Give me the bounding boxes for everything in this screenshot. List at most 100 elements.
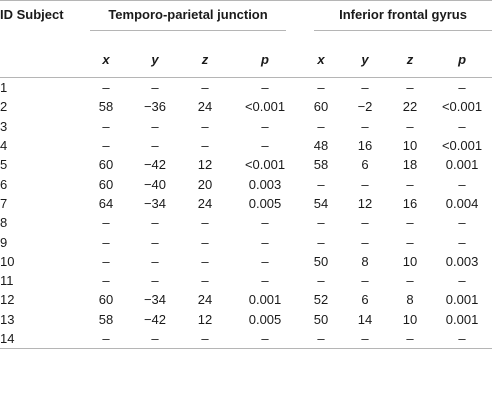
- subject-id-cell: 2: [0, 99, 8, 115]
- table-cell: –: [317, 80, 325, 96]
- table-row: 7 64 −34 24 0.005 54 12 16 0.004: [0, 194, 492, 213]
- table-row: 9 – – – – – – – –: [0, 232, 492, 251]
- table-cell: –: [458, 80, 466, 96]
- table-cell: 50: [313, 253, 329, 269]
- table-cell: 12: [357, 195, 373, 211]
- table-cell: –: [317, 118, 325, 134]
- table-cell: –: [261, 118, 269, 134]
- table-cell: –: [102, 234, 110, 250]
- table-cell: –: [130, 328, 180, 350]
- table-cell: –: [361, 176, 369, 192]
- table-cell: 16: [402, 195, 418, 211]
- coord-header: y: [130, 41, 180, 78]
- subject-column-header: ID Subject: [0, 7, 64, 22]
- table-cell: 0.004: [445, 195, 479, 211]
- table-cell: –: [230, 328, 301, 350]
- table-cell: –: [261, 138, 269, 154]
- table-cell: 24: [197, 99, 213, 115]
- table-cell: <0.001: [441, 99, 483, 115]
- table-cell: 24: [197, 195, 213, 211]
- table-cell: −42: [143, 311, 167, 327]
- table-cell: 10: [402, 253, 418, 269]
- coordinate-header-row: x y z p x y z p: [0, 41, 492, 78]
- table-cell: −2: [357, 99, 373, 115]
- table-cell: –: [261, 215, 269, 231]
- subject-id-cell: 3: [0, 118, 8, 134]
- table-row: 3 – – – – – – – –: [0, 117, 492, 136]
- table-cell: 14: [357, 311, 373, 327]
- table-cell: –: [201, 234, 209, 250]
- table-cell: 0.005: [248, 195, 282, 211]
- table-cell: 10: [402, 138, 418, 154]
- coord-header: z: [180, 41, 230, 78]
- table-cell: 8: [361, 253, 369, 269]
- table-cell: 60: [98, 157, 114, 173]
- table-cell: 6: [361, 292, 369, 308]
- table-cell: –: [201, 138, 209, 154]
- table-cell: 64: [98, 195, 114, 211]
- table-cell: 60: [313, 99, 329, 115]
- table-cell: –: [458, 118, 466, 134]
- table-cell: <0.001: [441, 138, 483, 154]
- table-cell: 12: [197, 311, 213, 327]
- table-cell: −34: [143, 292, 167, 308]
- table-body: 1 – – – – – – – – 2 58 −36 24 <0.001 60 …: [0, 78, 492, 350]
- table-row: 1 – – – – – – – –: [0, 78, 492, 98]
- table-cell: –: [261, 253, 269, 269]
- table-cell: –: [458, 234, 466, 250]
- table-cell: 52: [313, 292, 329, 308]
- table-cell: –: [201, 273, 209, 289]
- table-cell: 0.003: [445, 253, 479, 269]
- group-label-ifg: Inferior frontal gyrus: [314, 7, 492, 31]
- table-cell: 0.001: [445, 292, 479, 308]
- table-cell: –: [82, 328, 130, 350]
- table-cell: –: [151, 138, 159, 154]
- table-row: 13 58 −42 12 0.005 50 14 10 0.001: [0, 310, 492, 329]
- table-cell: 22: [402, 99, 418, 115]
- table-cell: –: [151, 215, 159, 231]
- table-cell: 24: [197, 292, 213, 308]
- table-cell: –: [406, 215, 414, 231]
- table-cell: 6: [361, 157, 369, 173]
- table-cell: –: [406, 176, 414, 192]
- table-cell: –: [361, 234, 369, 250]
- table-cell: –: [361, 273, 369, 289]
- group-header-row: ID Subject Temporo-parietal junction Inf…: [0, 0, 492, 41]
- table-cell: –: [406, 234, 414, 250]
- subject-id-cell: 14: [0, 328, 82, 350]
- table-cell: 58: [313, 157, 329, 173]
- coord-header: z: [388, 41, 433, 78]
- table-cell: –: [102, 215, 110, 231]
- table-cell: 58: [98, 311, 114, 327]
- table-cell: –: [317, 215, 325, 231]
- table-cell: –: [151, 80, 159, 96]
- table-cell: 48: [313, 138, 329, 154]
- table-cell: 0.005: [248, 311, 282, 327]
- table-cell: –: [151, 273, 159, 289]
- top-rule: [0, 0, 492, 1]
- table-cell: –: [102, 253, 110, 269]
- subject-id-cell: 5: [0, 157, 8, 173]
- coord-header: p: [432, 41, 492, 78]
- table-cell: –: [102, 80, 110, 96]
- table-cell: 0.001: [248, 292, 282, 308]
- table-cell: –: [102, 118, 110, 134]
- coord-header: p: [230, 41, 301, 78]
- table-cell: 18: [402, 157, 418, 173]
- table-row: 10 – – – – 50 8 10 0.003: [0, 252, 492, 271]
- coord-header: x: [82, 41, 130, 78]
- subject-header-spacer: [0, 41, 82, 78]
- table-row: 14 – – – – – – – –: [0, 328, 492, 350]
- table-cell: 60: [98, 176, 114, 192]
- table-cell: 0.001: [445, 311, 479, 327]
- table-cell: −36: [143, 99, 167, 115]
- table-row: 6 60 −40 20 0.003 – – – –: [0, 174, 492, 193]
- table-cell: −40: [143, 176, 167, 192]
- table-cell: –: [151, 253, 159, 269]
- table-cell: –: [388, 328, 433, 350]
- table-cell: 12: [197, 157, 213, 173]
- table-cell: 58: [98, 99, 114, 115]
- table-cell: –: [151, 234, 159, 250]
- table-cell: –: [102, 273, 110, 289]
